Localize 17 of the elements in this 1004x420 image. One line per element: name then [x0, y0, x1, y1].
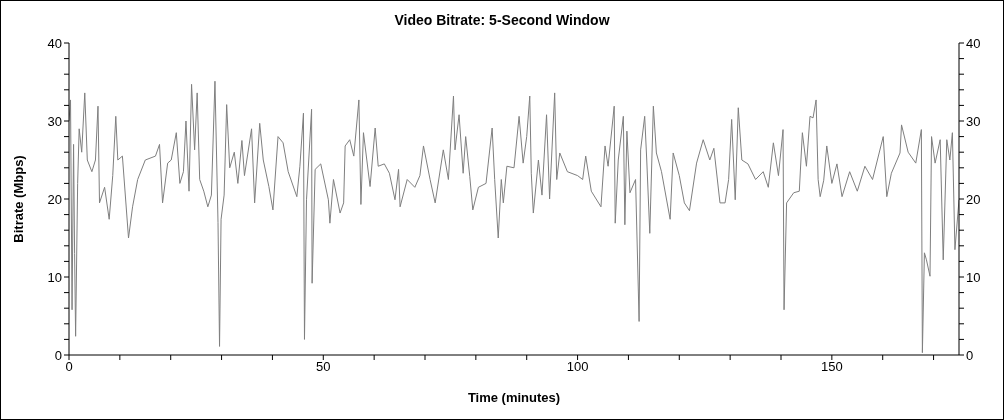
chart-title: Video Bitrate: 5-Second Window: [393, 11, 611, 29]
y2-tick-label: 0: [966, 347, 974, 363]
x-tick-label: 0: [65, 359, 73, 375]
y-tick-label: 40: [47, 35, 62, 51]
y2-tick-label: 20: [966, 191, 981, 207]
x-tick-label: 100: [566, 359, 589, 375]
x-tick-label: 150: [821, 359, 843, 375]
y-tick-label: 0: [54, 347, 62, 363]
y-tick-label: 30: [47, 113, 62, 129]
y-tick-label: 20: [47, 191, 62, 207]
y-tick-label: 10: [47, 269, 62, 285]
y2-tick-label: 30: [966, 113, 981, 129]
y-axis-title: Bitrate (Mbps): [10, 155, 26, 243]
x-axis-title: Time (minutes): [467, 390, 561, 405]
y2-tick-label: 10: [966, 269, 981, 285]
y2-tick-label: 40: [966, 35, 981, 51]
x-tick-label: 50: [316, 359, 331, 375]
